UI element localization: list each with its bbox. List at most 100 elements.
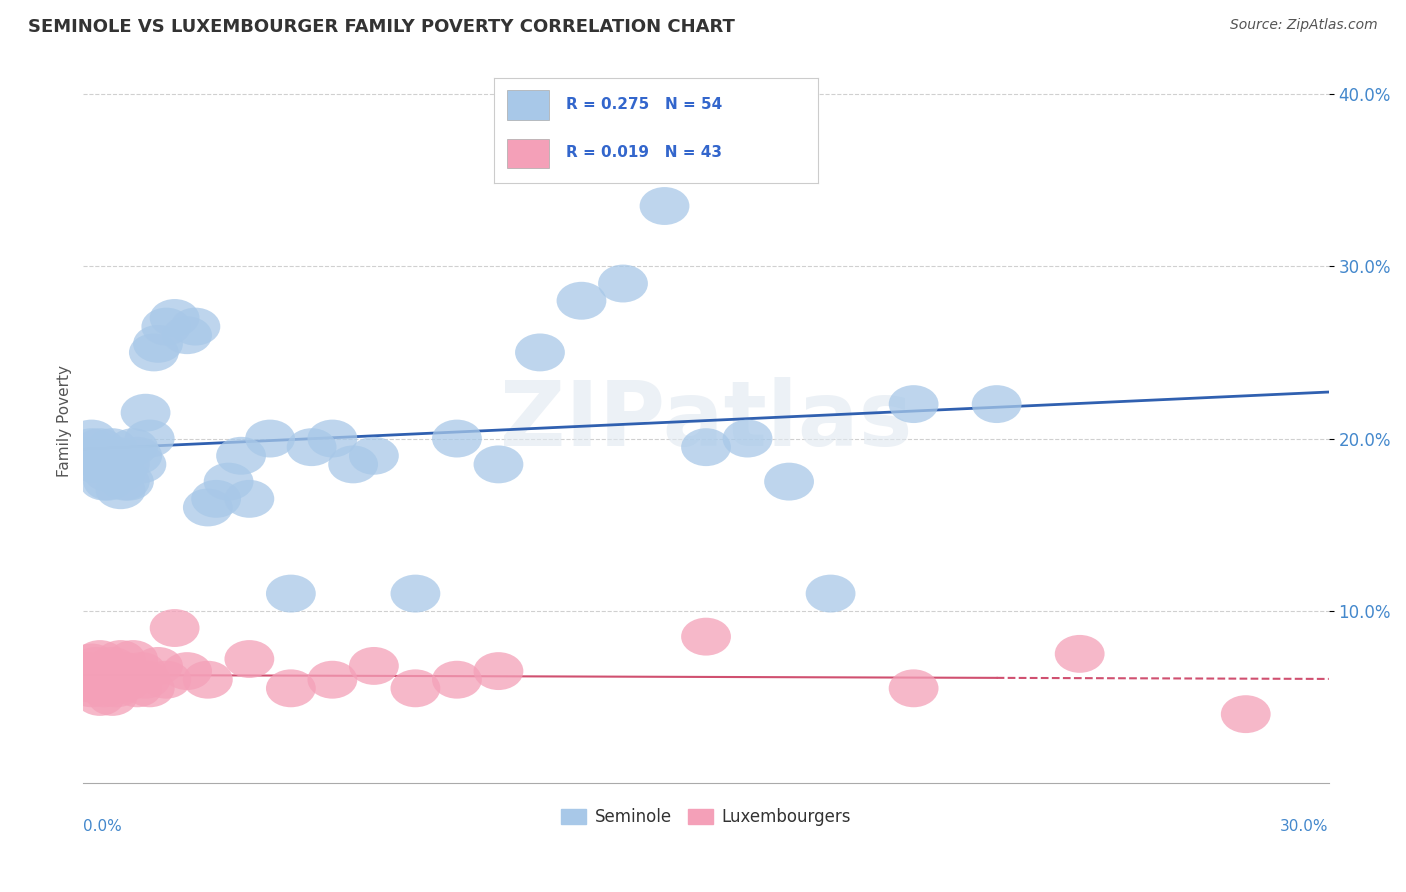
Ellipse shape — [162, 652, 212, 690]
Ellipse shape — [142, 308, 191, 345]
Text: SEMINOLE VS LUXEMBOURGER FAMILY POVERTY CORRELATION CHART: SEMINOLE VS LUXEMBOURGER FAMILY POVERTY … — [28, 18, 735, 36]
Ellipse shape — [432, 661, 482, 698]
Ellipse shape — [806, 574, 855, 613]
Ellipse shape — [349, 437, 399, 475]
Ellipse shape — [87, 678, 138, 716]
Ellipse shape — [96, 661, 146, 698]
Ellipse shape — [134, 325, 183, 363]
Ellipse shape — [108, 640, 157, 678]
Ellipse shape — [70, 445, 121, 483]
Ellipse shape — [70, 647, 121, 685]
Ellipse shape — [162, 317, 212, 354]
Ellipse shape — [87, 445, 138, 483]
Ellipse shape — [245, 419, 295, 458]
Ellipse shape — [134, 647, 183, 685]
Ellipse shape — [70, 437, 121, 475]
Ellipse shape — [83, 661, 134, 698]
Ellipse shape — [112, 669, 162, 707]
Ellipse shape — [681, 617, 731, 656]
Ellipse shape — [66, 643, 117, 681]
Ellipse shape — [149, 609, 200, 647]
Ellipse shape — [91, 661, 142, 698]
Ellipse shape — [681, 428, 731, 467]
Text: Source: ZipAtlas.com: Source: ZipAtlas.com — [1230, 18, 1378, 32]
Ellipse shape — [91, 445, 142, 483]
Text: ZIPatlas: ZIPatlas — [501, 377, 912, 466]
Ellipse shape — [79, 652, 129, 690]
Text: 0.0%: 0.0% — [83, 819, 122, 834]
Ellipse shape — [79, 463, 129, 500]
Ellipse shape — [474, 445, 523, 483]
Ellipse shape — [125, 419, 174, 458]
Ellipse shape — [62, 437, 112, 475]
Ellipse shape — [96, 454, 146, 492]
Ellipse shape — [125, 669, 174, 707]
Ellipse shape — [59, 657, 108, 695]
Ellipse shape — [266, 669, 316, 707]
Ellipse shape — [75, 678, 125, 716]
Ellipse shape — [142, 661, 191, 698]
Ellipse shape — [66, 428, 117, 467]
Ellipse shape — [75, 428, 125, 467]
Ellipse shape — [1054, 635, 1105, 673]
Ellipse shape — [112, 437, 162, 475]
Ellipse shape — [349, 647, 399, 685]
Ellipse shape — [432, 419, 482, 458]
Ellipse shape — [474, 652, 523, 690]
Ellipse shape — [598, 265, 648, 302]
Ellipse shape — [129, 334, 179, 371]
Ellipse shape — [87, 428, 138, 467]
Ellipse shape — [91, 669, 142, 707]
Ellipse shape — [100, 463, 149, 500]
Ellipse shape — [117, 445, 166, 483]
Ellipse shape — [225, 640, 274, 678]
Ellipse shape — [972, 385, 1022, 423]
Ellipse shape — [83, 463, 134, 500]
Ellipse shape — [87, 647, 138, 685]
Ellipse shape — [75, 640, 125, 678]
Ellipse shape — [83, 665, 134, 702]
Ellipse shape — [79, 669, 129, 707]
Ellipse shape — [100, 652, 149, 690]
Ellipse shape — [100, 445, 149, 483]
Ellipse shape — [515, 334, 565, 371]
Y-axis label: Family Poverty: Family Poverty — [58, 366, 72, 477]
Ellipse shape — [96, 471, 146, 509]
Ellipse shape — [104, 463, 153, 500]
Ellipse shape — [308, 419, 357, 458]
Text: 30.0%: 30.0% — [1281, 819, 1329, 834]
Ellipse shape — [308, 661, 357, 698]
Ellipse shape — [723, 419, 772, 458]
Ellipse shape — [763, 463, 814, 500]
Ellipse shape — [79, 445, 129, 483]
Ellipse shape — [287, 428, 336, 467]
Ellipse shape — [83, 454, 134, 492]
Ellipse shape — [183, 489, 233, 526]
Ellipse shape — [183, 661, 233, 698]
Ellipse shape — [91, 437, 142, 475]
Ellipse shape — [170, 308, 221, 345]
Ellipse shape — [62, 652, 112, 690]
Ellipse shape — [117, 652, 166, 690]
Ellipse shape — [100, 665, 149, 702]
Ellipse shape — [121, 393, 170, 432]
Ellipse shape — [108, 428, 157, 467]
Ellipse shape — [217, 437, 266, 475]
Ellipse shape — [191, 480, 240, 517]
Ellipse shape — [391, 669, 440, 707]
Ellipse shape — [96, 640, 146, 678]
Ellipse shape — [70, 661, 121, 698]
Ellipse shape — [104, 661, 153, 698]
Ellipse shape — [889, 669, 939, 707]
Ellipse shape — [66, 419, 117, 458]
Legend: Seminole, Luxembourgers: Seminole, Luxembourgers — [554, 801, 858, 832]
Ellipse shape — [391, 574, 440, 613]
Ellipse shape — [640, 187, 689, 225]
Ellipse shape — [149, 299, 200, 337]
Ellipse shape — [62, 665, 112, 702]
Ellipse shape — [204, 463, 253, 500]
Ellipse shape — [328, 445, 378, 483]
Ellipse shape — [1220, 695, 1271, 733]
Ellipse shape — [266, 574, 316, 613]
Ellipse shape — [121, 661, 170, 698]
